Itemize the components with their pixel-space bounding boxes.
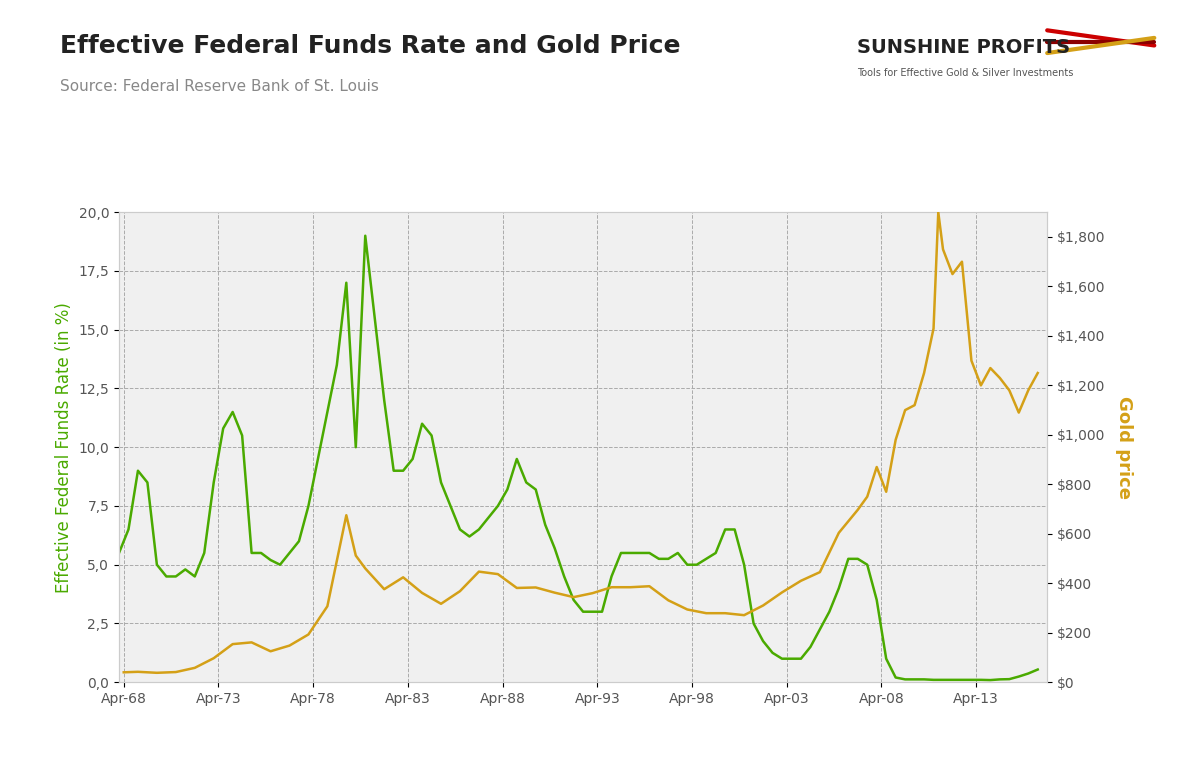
Text: Effective Federal Funds Rate and Gold Price: Effective Federal Funds Rate and Gold Pr… [60, 34, 679, 58]
Y-axis label: Gold price: Gold price [1115, 396, 1133, 499]
Text: Source: Federal Reserve Bank of St. Louis: Source: Federal Reserve Bank of St. Loui… [60, 79, 378, 94]
Text: Tools for Effective Gold & Silver Investments: Tools for Effective Gold & Silver Invest… [857, 67, 1073, 78]
Text: SUNSHINE PROFITS: SUNSHINE PROFITS [857, 38, 1070, 57]
Y-axis label: Effective Federal Funds Rate (in %): Effective Federal Funds Rate (in %) [55, 302, 73, 593]
